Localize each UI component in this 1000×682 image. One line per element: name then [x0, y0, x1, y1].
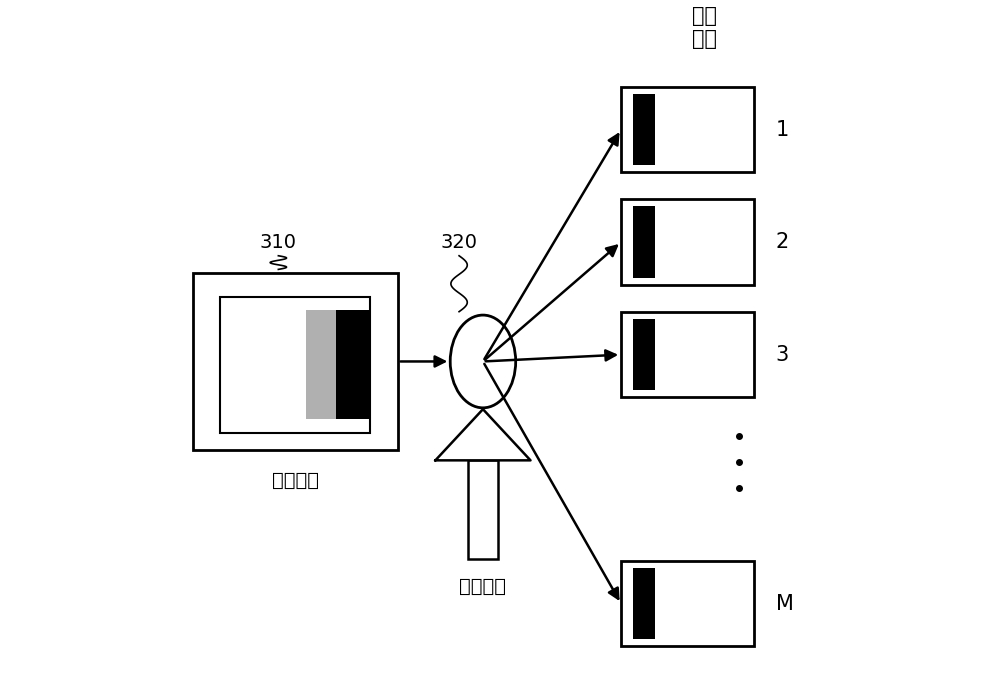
Bar [193, 273, 398, 450]
Bar [633, 206, 655, 278]
Bar [336, 310, 369, 419]
Text: 3: 3 [776, 344, 789, 365]
Bar [633, 319, 655, 390]
Bar [633, 93, 655, 165]
Text: M: M [776, 593, 794, 614]
Text: 310: 310 [260, 233, 297, 252]
Bar [220, 297, 370, 433]
Bar [621, 87, 754, 172]
Text: 存储单元: 存储单元 [272, 471, 319, 490]
Text: 输出
端口: 输出 端口 [692, 5, 717, 49]
Bar [633, 567, 655, 640]
Text: 控制信息: 控制信息 [459, 577, 506, 596]
Bar [621, 561, 754, 647]
Bar [621, 312, 754, 397]
Text: 320: 320 [441, 233, 478, 252]
Bar [306, 310, 336, 419]
Bar [621, 199, 754, 285]
Bar [468, 460, 498, 559]
Text: 2: 2 [776, 232, 789, 252]
Text: 1: 1 [776, 119, 789, 140]
Polygon shape [435, 409, 531, 460]
Ellipse shape [450, 315, 516, 408]
